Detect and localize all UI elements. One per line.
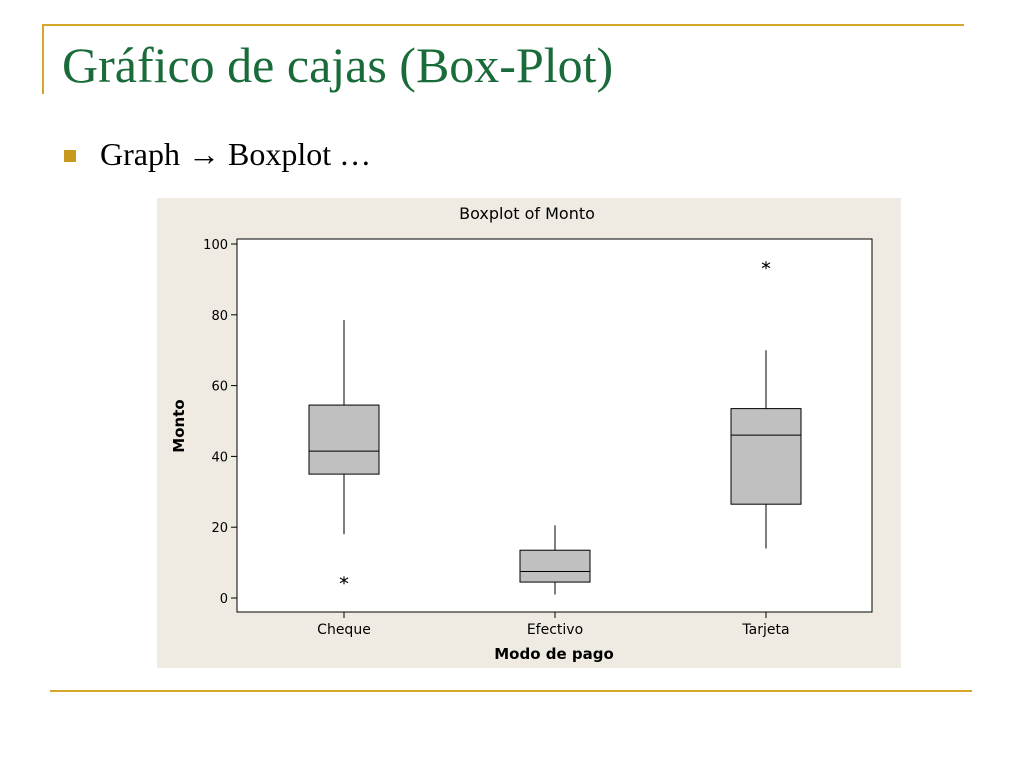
y-tick-label-40: 40 — [211, 450, 228, 465]
box-efectivo — [519, 525, 591, 595]
bullet-square-icon — [64, 150, 76, 162]
bottom-rule — [50, 690, 972, 692]
box-cheque — [308, 320, 380, 585]
box-tarjeta — [730, 261, 802, 549]
x-tick-label-cheque: Cheque — [317, 622, 371, 638]
outlier-stroke-d2 — [339, 577, 349, 584]
y-axis: 0 20 40 60 80 100 — [203, 238, 237, 607]
x-tick-label-tarjeta: Tarjeta — [741, 622, 789, 638]
boxplot-chart: Boxplot of Monto 0 20 40 60 80 100 Cheque Efec… — [157, 198, 901, 668]
slide-title: Gráfico de cajas (Box-Plot) — [62, 37, 614, 93]
x-tick-label-efectivo: Efectivo — [527, 622, 583, 638]
y-tick-label-60: 60 — [211, 380, 228, 395]
top-rule — [42, 24, 964, 26]
outlier-cheque-0 — [339, 576, 349, 585]
y-axis-label: Monto — [170, 399, 188, 452]
bullet-text: Graph → Boxplot … — [100, 136, 372, 172]
iqr-box-cheque — [308, 404, 380, 475]
left-rule — [42, 24, 44, 94]
outlier-stroke-d2 — [761, 262, 771, 269]
y-tick-label-0: 0 — [220, 592, 228, 607]
x-axis-label: Modo de pago — [494, 645, 614, 663]
iqr-box-tarjeta — [730, 408, 802, 505]
outlier-tarjeta-0 — [761, 261, 771, 270]
y-tick-label-100: 100 — [203, 238, 228, 253]
iqr-box-efectivo — [519, 549, 591, 583]
chart-title: Boxplot of Monto — [459, 204, 595, 223]
boxes — [308, 261, 802, 595]
chart-svg: Boxplot of Monto 0 20 40 60 80 100 Cheque Efec… — [157, 198, 901, 668]
x-axis: Cheque Efectivo Tarjeta — [317, 612, 790, 638]
y-tick-label-80: 80 — [211, 309, 228, 324]
y-tick-label-20: 20 — [211, 521, 228, 536]
